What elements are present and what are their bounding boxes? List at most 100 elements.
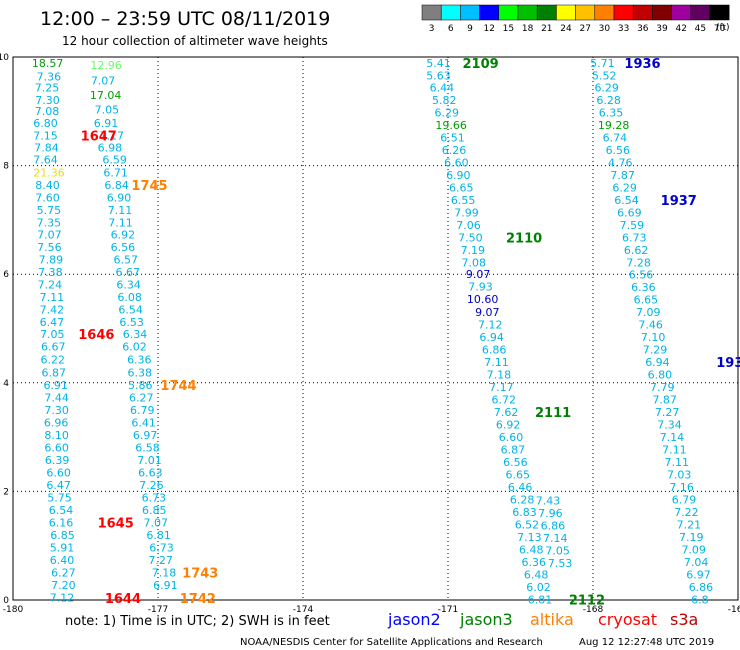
scale-label: 21 <box>541 24 552 34</box>
time-label: 1647 <box>81 130 117 145</box>
x-tick-label: -165 <box>728 605 740 615</box>
swh-label: 7.15 <box>33 130 58 143</box>
y-tick-label: 10 <box>0 53 9 63</box>
swh-label: 6.54 <box>118 303 143 316</box>
swh-label: 7.11 <box>40 291 64 304</box>
swh-label: 6.02 <box>526 581 551 594</box>
swh-label: 8.10 <box>44 429 69 442</box>
swh-label: 6.92 <box>111 229 136 242</box>
y-tick-labels: 0 2 4 6 8 10 <box>0 53 9 606</box>
scale-swatch <box>479 4 500 21</box>
time-labels: 1647 1745 1646 1744 1645 1743 1644 1742 2109 2110… <box>78 57 740 608</box>
swh-label: 6.96 <box>44 416 69 429</box>
swh-label: 6.83 <box>512 506 537 519</box>
swh-label: 7.64 <box>33 154 58 167</box>
swh-label: 6.41 <box>131 416 156 429</box>
swh-label: 7.11 <box>665 456 690 469</box>
swh-label: 5.71 <box>590 57 615 70</box>
swh-label: 5.86 <box>128 379 153 392</box>
time-label: 2110 <box>506 231 542 246</box>
swh-label: 7.11 <box>108 217 133 230</box>
scale-swatch <box>652 4 672 21</box>
swh-label: 7.96 <box>538 507 563 520</box>
swh-label: 6.48 <box>524 568 549 581</box>
swh-label: 6.59 <box>102 154 127 167</box>
time-label: 1938 <box>716 356 740 371</box>
swh-label: 7.42 <box>40 303 64 316</box>
swh-label: 6.81 <box>528 593 553 606</box>
legend-altika: altika <box>530 610 574 629</box>
footer-note: note: 1) Time is in UTC; 2) SWH is in fe… <box>65 614 330 629</box>
scale-swatch <box>421 4 442 21</box>
swh-label: 6.55 <box>451 194 476 207</box>
swh-label: 5.82 <box>432 94 457 107</box>
swh-label: 7.35 <box>37 217 62 230</box>
y-tick-label: 6 <box>3 270 9 280</box>
swh-label: 6.60 <box>444 156 469 169</box>
chart-title: 12:00 – 23:59 UTC 08/11/2019 <box>40 8 330 30</box>
scale-swatch <box>594 4 615 21</box>
scale-label: 24 <box>560 24 572 34</box>
footer-credit: NOAA/NESDIS Center for Satellite Applica… <box>240 637 543 648</box>
swh-label: 6.39 <box>45 454 70 467</box>
swh-label: 6.91 <box>94 117 119 130</box>
scale-label: 6 <box>448 24 454 34</box>
swh-label: 7.21 <box>677 519 702 532</box>
scale-swatch <box>690 4 711 21</box>
swh-label: 6.69 <box>617 206 642 219</box>
swh-label: 18.57 <box>32 57 63 70</box>
scale-swatch <box>671 4 692 21</box>
y-tick-label: 8 <box>3 162 9 172</box>
legend-cryosat: cryosat <box>598 610 657 629</box>
swh-label: 6.63 <box>138 466 163 479</box>
swh-label: 7.05 <box>40 328 65 341</box>
swh-label: 6.73 <box>622 231 647 244</box>
scale-label: 33 <box>618 24 629 34</box>
swh-label: 6.80 <box>648 369 673 382</box>
swh-label: 7.16 <box>669 481 694 494</box>
swh-label: 6.90 <box>107 192 131 205</box>
satellite-legend: jason2 jason3 altika cryosat s3a <box>387 610 698 629</box>
swh-label: 7.18 <box>152 566 177 579</box>
swh-label: 7.17 <box>489 381 514 394</box>
time-label: 1646 <box>78 328 114 343</box>
swh-label: 6.29 <box>594 81 619 94</box>
swh-label: 7.89 <box>39 254 64 267</box>
swh-label: 19.28 <box>598 119 630 132</box>
swh-label: 7.17 <box>100 130 125 143</box>
swh-label: 7.79 <box>650 381 675 394</box>
swh-label: 6.65 <box>506 469 531 482</box>
swh-label: 6.71 <box>103 167 128 180</box>
scale-swatch <box>440 4 461 21</box>
swh-label: 6.40 <box>50 554 75 567</box>
scale-label: 3 <box>429 24 435 34</box>
swh-label: 7.09 <box>636 306 661 319</box>
swh-label: 7.07 <box>37 229 62 242</box>
swh-label: 7.19 <box>679 531 704 544</box>
footer-timestamp: Aug 12 12:27:48 UTC 2019 <box>579 637 714 648</box>
time-label: 1645 <box>98 516 134 531</box>
swh-label: 10.60 <box>467 293 499 306</box>
x-tick-label: -174 <box>293 605 314 615</box>
swh-label: 12.96 <box>90 59 122 72</box>
swh-label: 6.22 <box>41 353 66 366</box>
swh-label: 7.29 <box>643 344 668 357</box>
swh-label: 6.34 <box>123 328 148 341</box>
swh-label: 6.28 <box>510 494 535 507</box>
scale-swatch <box>613 4 634 21</box>
x-tick-labels: -180 -177 -174 -171 -168 -165 <box>3 605 740 615</box>
swh-label: 7.62 <box>494 406 518 419</box>
scale-label: 30 <box>599 24 611 34</box>
swh-label: 6.80 <box>33 117 58 130</box>
swh-label: 7.56 <box>37 241 62 254</box>
swh-label: 6.56 <box>111 241 136 254</box>
swh-label: 9.07 <box>466 268 491 281</box>
swh-label: 6.87 <box>501 444 526 457</box>
time-label: 1742 <box>180 592 216 607</box>
legend-jason3: jason3 <box>459 610 513 629</box>
swh-label: 7.08 <box>35 105 60 118</box>
swh-label: 6.47 <box>40 316 64 329</box>
swh-label: 7.18 <box>487 369 512 382</box>
time-label: 1936 <box>624 57 660 72</box>
swh-label: 6.56 <box>503 456 527 469</box>
